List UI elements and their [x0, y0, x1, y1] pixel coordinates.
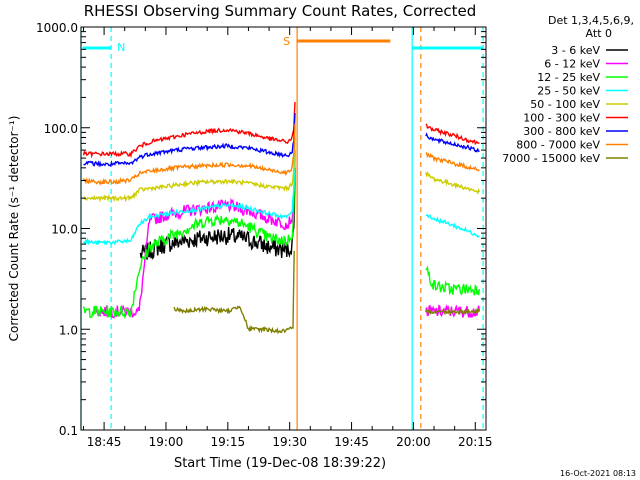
series-line — [83, 127, 296, 203]
night-label: N — [117, 41, 125, 54]
legend-label: 300 - 800 keV — [523, 125, 600, 138]
legend-label: 3 - 6 keV — [551, 44, 600, 57]
saa-label: S — [283, 35, 290, 48]
x-tick-label: 19:00 — [149, 435, 184, 449]
axes: 0.1 1.0 10.0 100.0 1000.0 18:45 19:00 19:15 19:3… — [36, 21, 493, 449]
series-line — [425, 303, 481, 319]
series-1 — [95, 150, 481, 319]
series-line — [425, 170, 481, 195]
y-tick-label: 100.0 — [44, 122, 78, 136]
y-tick-label: 0.1 — [59, 424, 78, 438]
series-3 — [82, 137, 480, 246]
legend-label: 25 - 50 keV — [537, 85, 600, 98]
series-line — [83, 112, 296, 168]
legend-label: 50 - 100 keV — [530, 98, 600, 111]
legend-label: 7000 - 15000 keV — [502, 152, 600, 165]
y-tick-label: 10.0 — [51, 223, 78, 237]
legend-header: Att 0 — [586, 27, 612, 40]
series-7 — [82, 123, 480, 186]
chart-title: RHESSI Observing Summary Count Rates, Co… — [84, 2, 477, 20]
series-line — [425, 214, 480, 238]
series-4 — [83, 127, 481, 203]
x-axis-label: Start Time (19-Dec-08 18:39:22) — [174, 456, 386, 471]
legend-header: Det 1,3,4,5,6,9, — [548, 14, 634, 27]
series-0 — [139, 167, 296, 260]
legend-label: 12 - 25 keV — [537, 71, 600, 84]
series-line — [425, 132, 480, 153]
x-tick-label: 19:30 — [272, 435, 307, 449]
y-tick-label: 1.0 — [59, 323, 78, 337]
series-line — [82, 158, 296, 320]
x-tick-label: 19:45 — [334, 435, 369, 449]
series-line — [82, 123, 296, 186]
series-line — [425, 151, 480, 172]
legend-label: 800 - 7000 keV — [516, 139, 600, 152]
series-8 — [173, 250, 481, 335]
x-tick-label: 20:15 — [458, 435, 493, 449]
y-axis-label: Corrected Count Rate (s⁻¹ detector⁻¹) — [7, 116, 21, 342]
series-5 — [82, 101, 480, 159]
series-line — [425, 307, 481, 316]
legend-label: 100 - 300 keV — [523, 112, 600, 125]
series-6 — [83, 112, 480, 168]
y-tick-label: 1000.0 — [36, 21, 78, 35]
x-tick-label: 18:45 — [87, 435, 122, 449]
series-line — [82, 137, 296, 246]
series-line — [139, 167, 296, 260]
series-line — [82, 101, 296, 159]
series-line — [173, 250, 295, 335]
legend-label: 6 - 12 keV — [544, 58, 600, 71]
x-tick-label: 19:15 — [211, 435, 246, 449]
series-2 — [82, 158, 481, 320]
x-tick-label: 20:00 — [396, 435, 431, 449]
series-line — [425, 265, 481, 296]
series-line — [425, 123, 480, 146]
footer-timestamp: 16-Oct-2021 08:13 — [560, 469, 636, 478]
